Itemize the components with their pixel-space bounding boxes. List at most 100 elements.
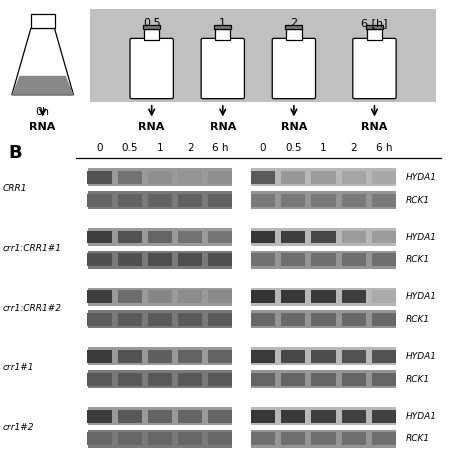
Bar (311, 373, 336, 386)
Bar (148, 350, 172, 363)
Bar (285, 25, 302, 29)
Bar (281, 350, 305, 363)
Bar (251, 168, 396, 186)
FancyBboxPatch shape (272, 38, 316, 99)
Bar (87, 350, 111, 363)
Text: 1: 1 (157, 143, 163, 153)
Text: crr1:CRR1#2: crr1:CRR1#2 (2, 304, 61, 312)
Bar (87, 171, 111, 184)
Text: HYDA1: HYDA1 (405, 173, 436, 182)
Bar (118, 410, 142, 423)
Bar (88, 191, 232, 209)
Bar (118, 193, 142, 207)
Text: HYDA1: HYDA1 (405, 352, 436, 361)
Bar (178, 230, 202, 244)
Bar (208, 230, 232, 244)
Bar (144, 29, 159, 40)
Text: 6 h: 6 h (376, 143, 392, 153)
Bar (148, 290, 172, 303)
Bar (372, 171, 396, 184)
Bar (87, 290, 111, 303)
Bar (215, 29, 230, 40)
Bar (311, 193, 336, 207)
Text: crr1#1: crr1#1 (2, 364, 34, 372)
Bar (208, 432, 232, 446)
Bar (372, 432, 396, 446)
Text: crr1#2: crr1#2 (2, 423, 34, 432)
Text: RNA: RNA (281, 122, 307, 132)
Text: 6 [h]: 6 [h] (361, 18, 388, 28)
Bar (118, 350, 142, 363)
Bar (311, 171, 336, 184)
Bar (251, 310, 396, 328)
Text: RCK1: RCK1 (405, 196, 429, 204)
Bar (342, 230, 366, 244)
Bar (178, 410, 202, 423)
Bar (251, 253, 275, 266)
Text: crr1:CRR1#1: crr1:CRR1#1 (2, 244, 61, 253)
Bar (208, 193, 232, 207)
Bar (88, 168, 232, 186)
Bar (251, 313, 275, 326)
Bar (148, 171, 172, 184)
Bar (251, 228, 396, 246)
Bar (311, 290, 336, 303)
Bar (342, 253, 366, 266)
Bar (342, 432, 366, 446)
Bar (367, 29, 382, 40)
Bar (372, 313, 396, 326)
Text: 2: 2 (350, 143, 357, 153)
Bar (88, 407, 232, 425)
Bar (372, 373, 396, 386)
Bar (251, 290, 275, 303)
Text: 0.5: 0.5 (121, 143, 138, 153)
Bar (208, 171, 232, 184)
Bar (118, 313, 142, 326)
Bar (281, 230, 305, 244)
Text: HYDA1: HYDA1 (405, 412, 436, 420)
Text: RCK1: RCK1 (405, 435, 429, 443)
Bar (178, 290, 202, 303)
Bar (178, 313, 202, 326)
Polygon shape (12, 76, 73, 95)
Text: CRR1: CRR1 (2, 184, 27, 193)
Bar (178, 432, 202, 446)
Bar (342, 410, 366, 423)
Bar (88, 228, 232, 246)
Bar (208, 313, 232, 326)
Bar (342, 290, 366, 303)
Bar (118, 290, 142, 303)
Text: RNA: RNA (210, 122, 236, 132)
Text: RNA: RNA (138, 122, 165, 132)
Bar (281, 373, 305, 386)
Bar (214, 25, 231, 29)
Bar (281, 253, 305, 266)
Text: 6 h: 6 h (212, 143, 228, 153)
Bar (251, 370, 396, 388)
Bar (87, 193, 111, 207)
Bar (311, 253, 336, 266)
Bar (342, 313, 366, 326)
Bar (281, 313, 305, 326)
Text: RNA: RNA (29, 122, 56, 132)
Bar (118, 171, 142, 184)
Bar (281, 432, 305, 446)
Bar (178, 373, 202, 386)
Bar (251, 230, 275, 244)
Bar (311, 313, 336, 326)
Bar (311, 350, 336, 363)
Bar (143, 25, 160, 29)
Bar (88, 310, 232, 328)
Bar (251, 407, 396, 425)
Bar (342, 373, 366, 386)
Bar (311, 410, 336, 423)
Bar (311, 432, 336, 446)
Bar (372, 253, 396, 266)
Bar (372, 230, 396, 244)
Text: 2: 2 (290, 18, 298, 28)
Text: HYDA1: HYDA1 (405, 292, 436, 301)
Bar (88, 430, 232, 448)
Bar (372, 410, 396, 423)
Text: 0.5: 0.5 (285, 143, 301, 153)
Bar (281, 410, 305, 423)
